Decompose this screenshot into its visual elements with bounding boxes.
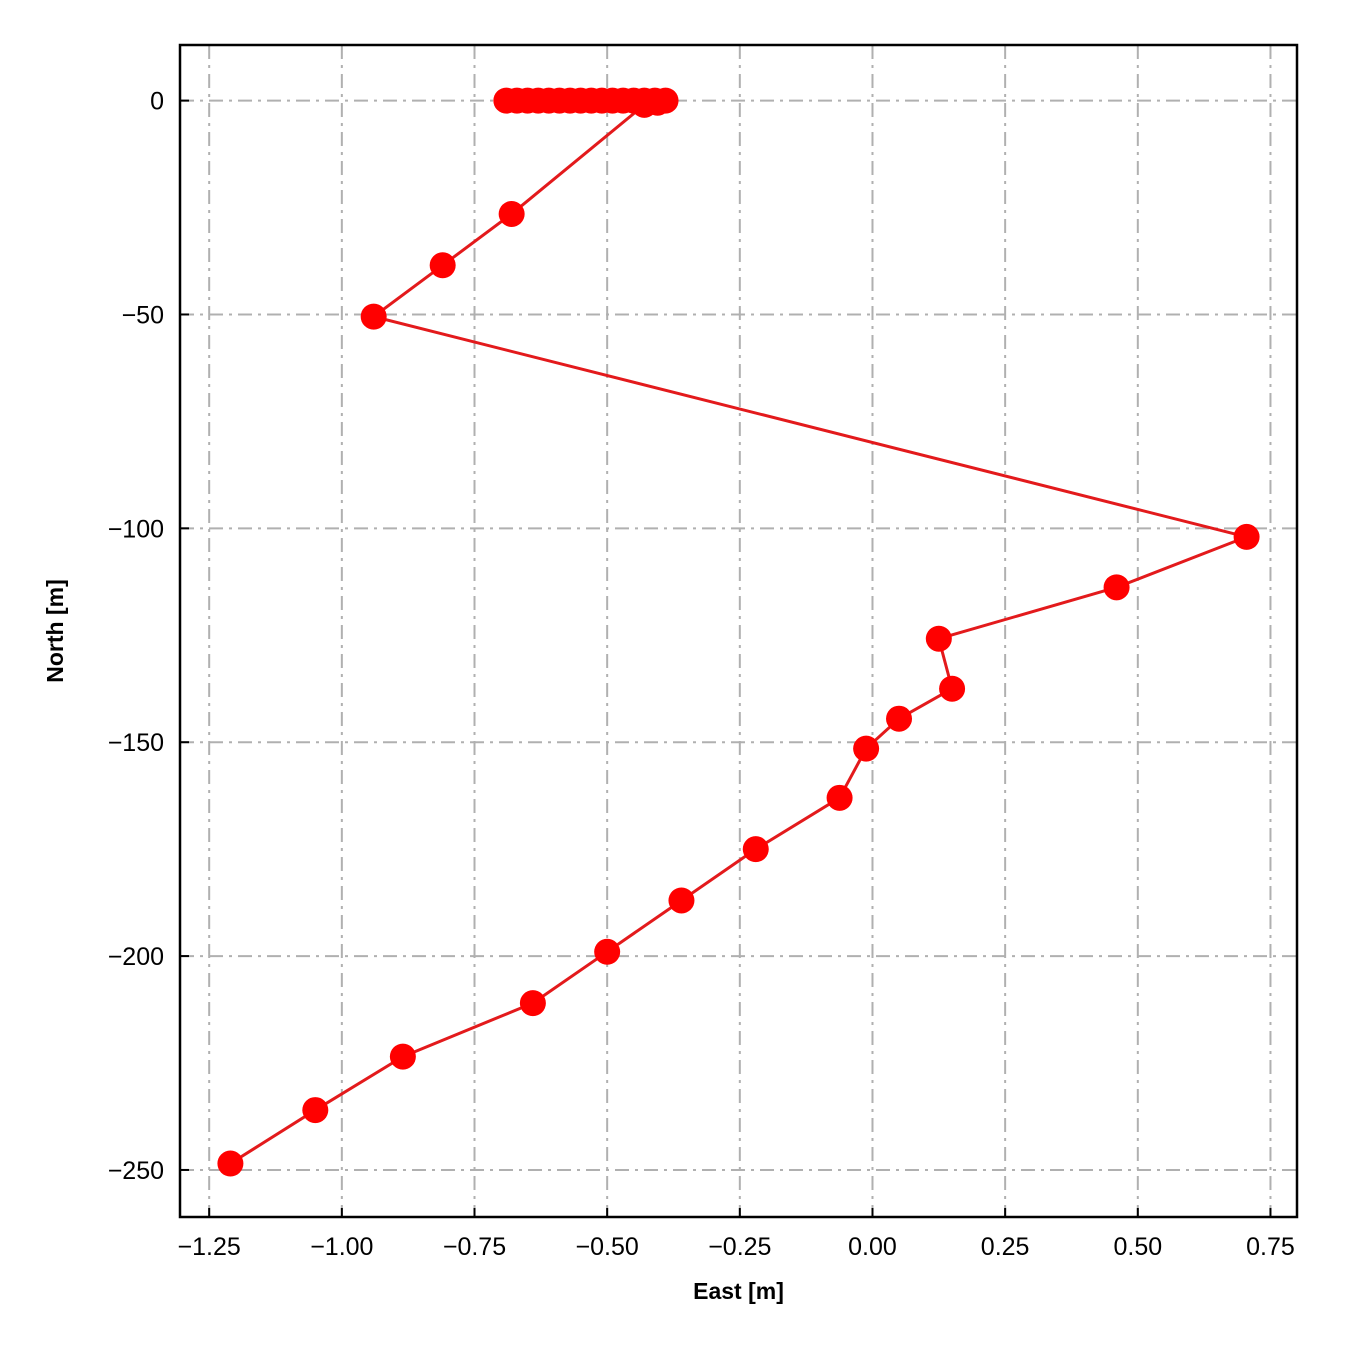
y-tick-label: −200 [108, 943, 164, 971]
x-tick-label: 0.25 [981, 1233, 1030, 1261]
y-tick-label: 0 [150, 88, 164, 116]
data-point [631, 91, 658, 118]
x-tick-label: −0.25 [708, 1233, 771, 1261]
x-axis-label: East [m] [693, 1278, 784, 1304]
data-point [939, 675, 966, 702]
x-tick-label: −1.00 [310, 1233, 373, 1261]
y-tick-label: −250 [108, 1157, 164, 1185]
data-point [853, 735, 880, 762]
y-axis-label: North [m] [42, 579, 68, 682]
data-point [302, 1097, 329, 1124]
x-tick-label: 0.00 [848, 1233, 897, 1261]
data-point [519, 990, 546, 1017]
data-point [1103, 574, 1130, 601]
data-point [389, 1043, 416, 1070]
data-point [925, 625, 952, 652]
data-point [360, 303, 387, 330]
x-tick-label: 0.50 [1113, 1233, 1162, 1261]
axes-frame [178, 43, 1299, 1219]
grid [180, 45, 1297, 1217]
x-tick-label: −0.75 [443, 1233, 506, 1261]
data-point [498, 200, 525, 227]
data-point [594, 938, 621, 965]
data-point [826, 784, 853, 811]
data-point [429, 252, 456, 279]
plot-area [217, 87, 1260, 1177]
y-tick-label: −50 [122, 301, 164, 329]
y-tick-label: −100 [108, 515, 164, 543]
x-tick-label: −1.25 [178, 1233, 241, 1261]
data-point [217, 1150, 244, 1177]
data-point [1233, 523, 1260, 550]
data-point [886, 705, 913, 732]
x-tick-label: −0.50 [576, 1233, 639, 1261]
y-tick-label: −150 [108, 729, 164, 757]
data-point [742, 836, 769, 863]
data-point [668, 887, 695, 914]
series-line [229, 99, 1249, 1165]
x-tick-label: 0.75 [1246, 1233, 1295, 1261]
axis-ticks: −1.25 −1.00 −0.75 −0.50 −0.25 0.00 0.25 0.50 0.7… [108, 88, 1295, 1261]
